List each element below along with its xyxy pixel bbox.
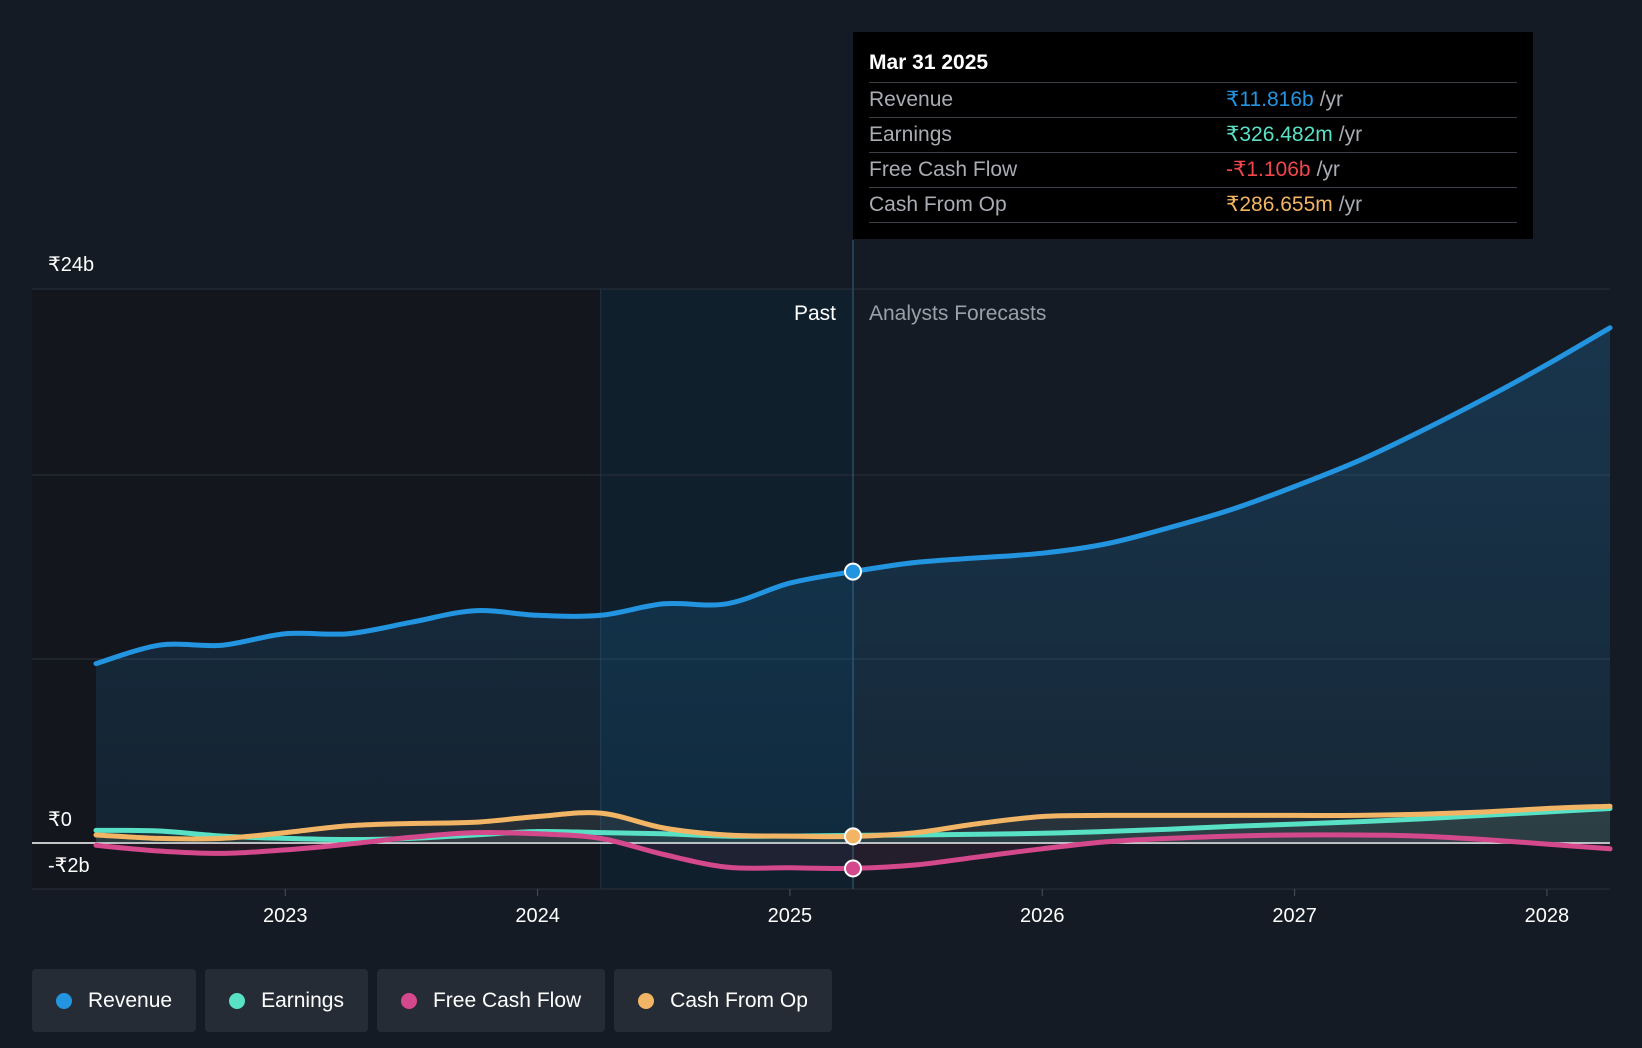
revenue-marker: [844, 562, 862, 581]
legend-label: Earnings: [261, 988, 344, 1012]
tooltip-row-free-cash-flow: Free Cash Flow -₹1.106b /yr: [869, 153, 1517, 188]
tooltip-date: Mar 31 2025: [869, 48, 1517, 83]
tooltip-unit: /yr: [1319, 88, 1344, 111]
tooltip-row-earnings: Earnings ₹326.482m /yr: [869, 118, 1517, 153]
tooltip-label: Cash From Op: [869, 193, 1007, 216]
legend-dot-icon: [56, 992, 72, 1009]
legend-dot-icon: [400, 992, 417, 1009]
tooltip-label: Revenue: [869, 88, 954, 111]
legend-item-cash-from-op[interactable]: Cash From Op: [614, 969, 832, 1032]
legend-item-free-cash-flow[interactable]: Free Cash Flow: [376, 969, 606, 1032]
y-tick-label: ₹0: [48, 809, 72, 831]
x-tick-label: 2024: [515, 905, 560, 927]
x-tick-label: 2025: [768, 905, 813, 927]
tooltip: Mar 31 2025 Revenue ₹11.816b /yr Earning…: [853, 32, 1533, 239]
legend: Revenue Earnings Free Cash Flow Cash Fro…: [32, 969, 832, 1032]
y-tick-label: ₹24b: [48, 254, 94, 276]
tooltip-unit: /yr: [1338, 123, 1363, 146]
legend-label: Cash From Op: [670, 988, 808, 1012]
tooltip-value: ₹11.816b: [1226, 88, 1314, 111]
tooltip-unit: /yr: [1316, 158, 1340, 181]
x-tick-label: 2027: [1272, 905, 1317, 927]
forecast-label: Analysts Forecasts: [869, 302, 1046, 325]
legend-dot-icon: [229, 992, 246, 1009]
tooltip-row-cash-from-op: Cash From Op ₹286.655m /yr: [869, 188, 1517, 223]
tooltip-value: -₹1.106b: [1226, 158, 1311, 181]
x-tick-label: 2028: [1525, 905, 1570, 927]
legend-item-revenue[interactable]: Revenue: [32, 969, 197, 1032]
legend-label: Free Cash Flow: [432, 988, 582, 1012]
tooltip-row-revenue: Revenue ₹11.816b /yr: [869, 83, 1517, 118]
revenue-area: [96, 327, 1610, 843]
legend-label: Revenue: [88, 988, 173, 1012]
past-label: Past: [794, 302, 836, 325]
legend-dot-icon: [638, 992, 655, 1009]
legend-item-earnings[interactable]: Earnings: [205, 969, 368, 1032]
free-cash-flow-marker: [844, 859, 862, 878]
tooltip-label: Free Cash Flow: [869, 158, 1018, 181]
tooltip-label: Earnings: [869, 123, 952, 146]
cash-from-op-marker: [844, 827, 862, 846]
tooltip-value: ₹326.482m: [1226, 123, 1333, 146]
y-tick-label: -₹2b: [48, 855, 90, 877]
free-cash-flow-area: [96, 832, 1610, 869]
tooltip-value: ₹286.655m: [1226, 193, 1333, 216]
tooltip-unit: /yr: [1338, 193, 1363, 216]
x-tick-label: 2026: [1020, 905, 1065, 927]
x-tick-label: 2023: [263, 905, 308, 927]
